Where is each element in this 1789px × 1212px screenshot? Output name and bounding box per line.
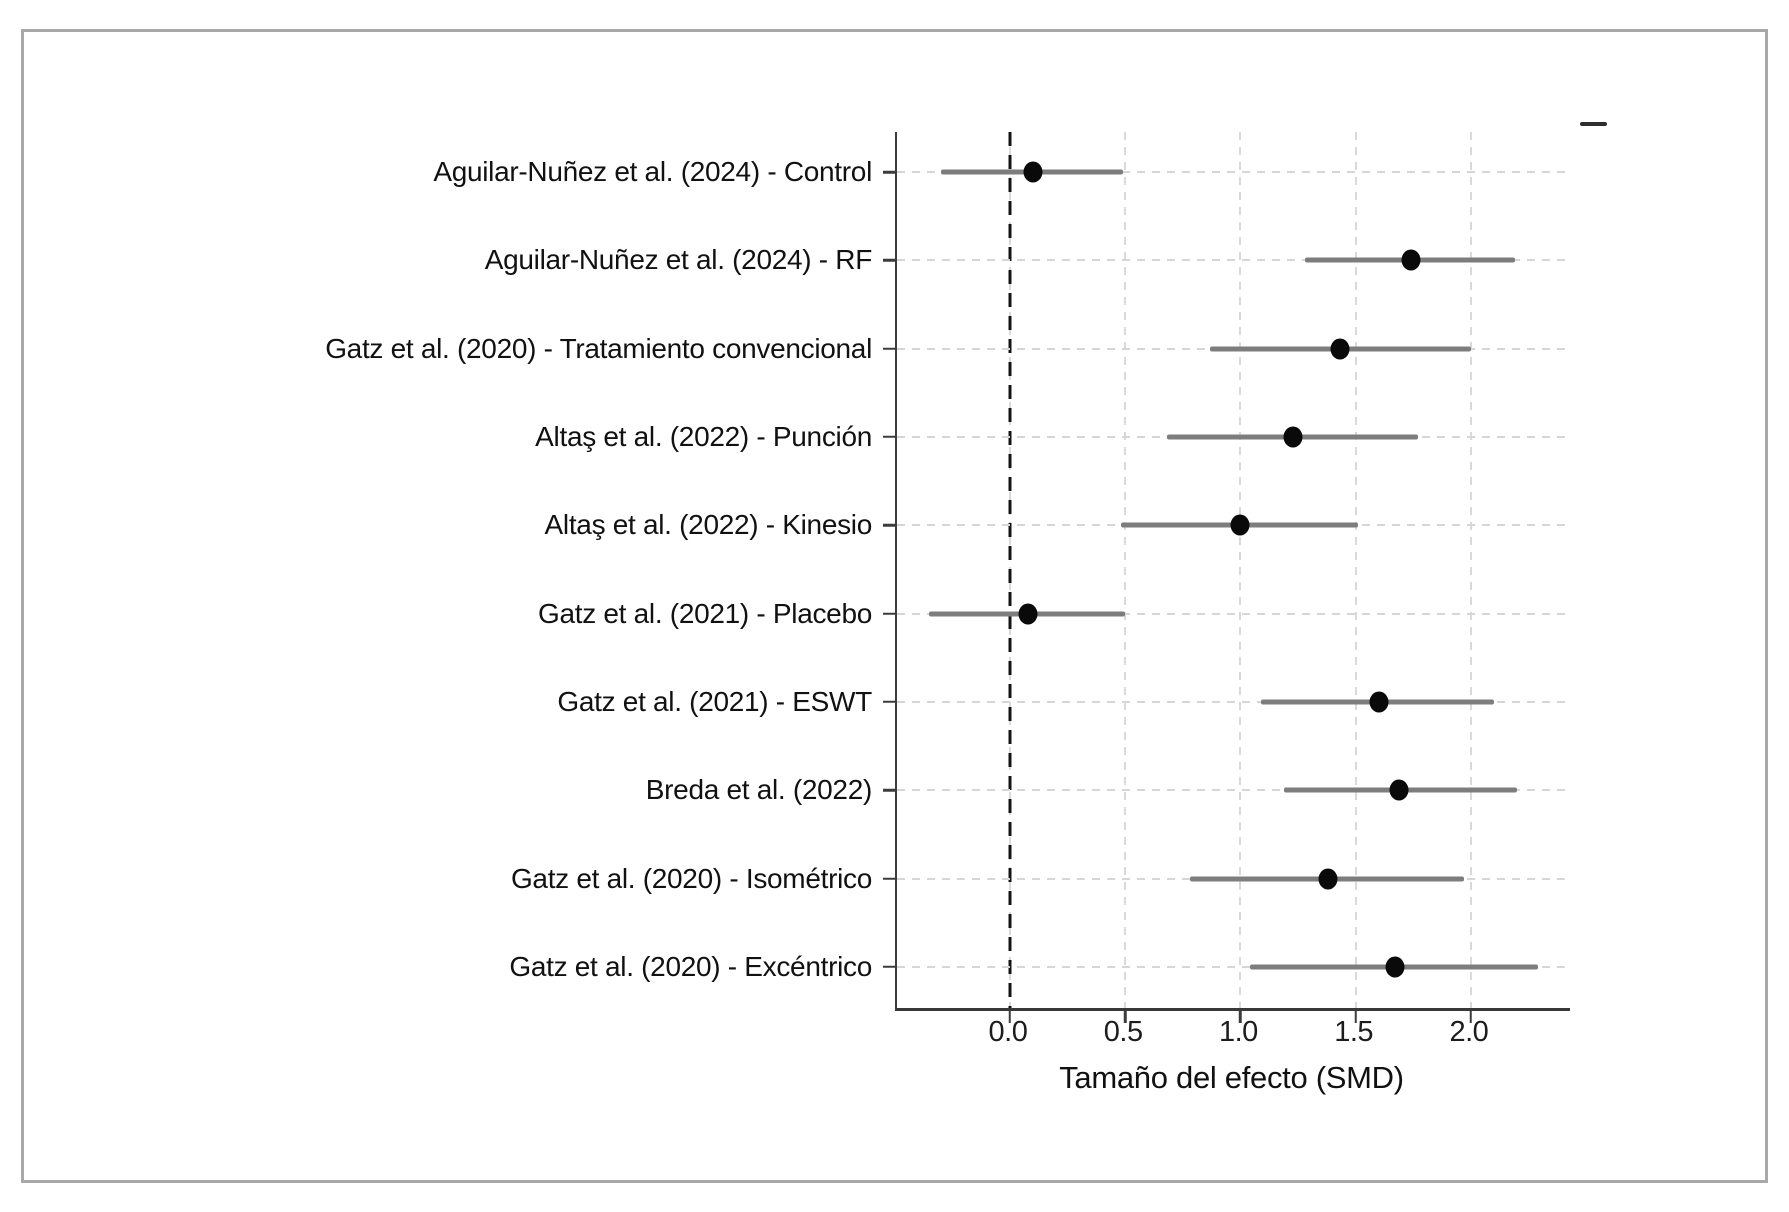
effect-size-point (1401, 249, 1421, 271)
study-label: Breda et al. (2022) (645, 774, 873, 806)
zero-reference-line (1008, 132, 1012, 1008)
effect-size-point (1330, 338, 1350, 360)
study-label: Altaş et al. (2022) - Punción (535, 420, 872, 452)
x-gridline (1354, 132, 1357, 1008)
x-gridline (1124, 132, 1127, 1008)
x-axis-tick (1123, 1011, 1127, 1023)
x-tick-label: 1.5 (1334, 1016, 1374, 1048)
artifact-dash (1580, 122, 1607, 126)
y-axis-tick (883, 435, 897, 439)
study-label: Aguilar-Nuñez et al. (2024) - Control (433, 156, 872, 187)
y-axis-tick (883, 877, 897, 880)
effect-size-point (1369, 691, 1389, 713)
y-axis-tick (883, 170, 897, 174)
x-axis-tick (1469, 1011, 1473, 1023)
study-label: Altaş et al. (2022) - Kinesio (544, 509, 873, 541)
x-tick-label: 2.0 (1449, 1016, 1489, 1048)
effect-size-point (1385, 956, 1405, 978)
effect-size-point (1018, 603, 1038, 625)
x-gridline (1469, 132, 1472, 1008)
x-axis-tick (1008, 1011, 1012, 1023)
row-gridline (897, 612, 1570, 615)
row-gridline (897, 171, 1570, 173)
study-label: Gatz et al. (2020) - Tratamiento convenc… (325, 332, 872, 364)
effect-size-point (1283, 426, 1303, 448)
effect-size-point (1318, 868, 1338, 890)
effect-size-point (1230, 514, 1250, 536)
x-gridline (1239, 132, 1242, 1008)
row-gridline (897, 259, 1570, 262)
effect-size-point (1389, 779, 1409, 801)
figure-border (21, 29, 1768, 1183)
x-axis-tick (1354, 1011, 1357, 1023)
study-label: Aguilar-Nuñez et al. (2024) - RF (484, 244, 873, 276)
study-label: Gatz et al. (2020) - Excéntrico (509, 950, 872, 982)
y-axis-tick (883, 612, 897, 615)
y-axis-tick (883, 789, 897, 792)
y-axis-tick (883, 347, 897, 350)
x-axis-title: Tamaño del efecto (SMD) (1059, 1060, 1404, 1095)
x-tick-label: 0.5 (1103, 1016, 1143, 1048)
y-axis-tick (883, 524, 897, 527)
y-axis-tick (883, 700, 897, 704)
x-axis-tick (1239, 1011, 1242, 1023)
effect-size-point (1023, 161, 1043, 183)
plot-area (883, 132, 1570, 1023)
study-label: Gatz et al. (2021) - ESWT (557, 685, 872, 717)
x-tick-label: 1.0 (1218, 1016, 1258, 1048)
row-gridline (897, 700, 1570, 703)
row-gridline (897, 965, 1570, 968)
row-gridline (897, 789, 1570, 792)
y-axis-tick (883, 259, 897, 262)
x-tick-label: 0.0 (988, 1016, 1028, 1048)
study-label: Gatz et al. (2020) - Isométrico (510, 862, 872, 894)
y-axis-tick (883, 965, 897, 969)
study-label: Gatz et al. (2021) - Placebo (538, 597, 872, 629)
